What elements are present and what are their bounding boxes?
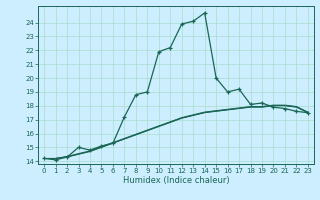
X-axis label: Humidex (Indice chaleur): Humidex (Indice chaleur) — [123, 176, 229, 185]
